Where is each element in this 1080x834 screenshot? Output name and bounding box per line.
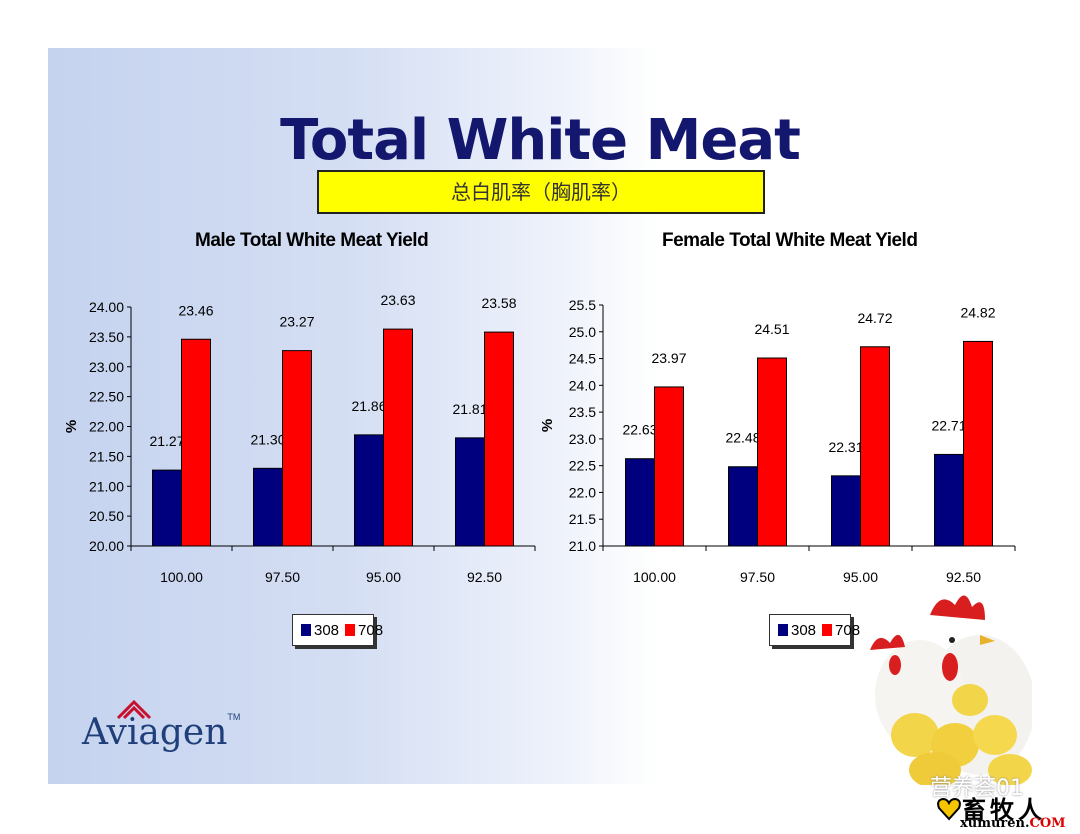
male-data-label-308: 21.81 <box>452 401 487 417</box>
male-y-axis-label: % <box>63 420 80 433</box>
female-data-label-308: 22.63 <box>622 422 657 438</box>
male-bar-708 <box>181 338 211 547</box>
male-y-tick-label: 22.00 <box>89 419 124 435</box>
legend-label-708: 708 <box>358 621 384 639</box>
female-y-tick-label: 24.0 <box>569 377 596 393</box>
aviagen-logo-mark <box>116 699 152 720</box>
legend-item-308: 308 <box>301 622 339 639</box>
female-x-tick-label: 92.50 <box>946 569 981 585</box>
female-y-tick-label: 23.0 <box>569 431 596 447</box>
male-data-label-708: 23.63 <box>380 292 415 308</box>
female-bar-308 <box>831 475 861 547</box>
male-bar-708 <box>383 328 413 547</box>
watermark-site-name: 畜牧人 <box>962 795 1046 824</box>
male-bar-308 <box>152 469 182 547</box>
female-data-label-708: 24.51 <box>754 321 789 337</box>
female-data-label-308: 22.48 <box>725 430 760 446</box>
watermark-url-suffix: COM <box>1029 816 1066 831</box>
male-data-label-308: 21.30 <box>250 431 285 447</box>
legend-label-708: 708 <box>835 621 861 639</box>
male-bar-308 <box>354 434 384 547</box>
male-chart-title: Male Total White Meat Yield <box>195 230 429 251</box>
slide-subtitle: 总白肌率（胸肌率） <box>317 170 765 214</box>
male-data-label-308: 21.86 <box>351 398 386 414</box>
male-data-label-308: 21.27 <box>149 433 184 449</box>
legend-swatch-308 <box>778 624 788 636</box>
female-bar-708 <box>860 346 890 547</box>
chickens-image <box>870 595 1032 785</box>
male-x-tick-label: 92.50 <box>467 569 502 585</box>
female-x-tick-label: 97.50 <box>740 569 775 585</box>
female-y-tick-label: 21.0 <box>569 538 596 554</box>
legend-label-308: 308 <box>314 621 340 639</box>
female-y-tick-label: 21.5 <box>569 511 596 527</box>
female-y-tick-label: 23.5 <box>569 404 596 420</box>
female-bar-308 <box>625 458 655 547</box>
watermark-url-main: xumuren. <box>960 816 1030 831</box>
legend-item-708: 708 <box>345 622 383 639</box>
male-y-tick-label: 23.50 <box>89 329 124 345</box>
male-y-tick-label: 23.00 <box>89 359 124 375</box>
female-data-label-708: 24.72 <box>857 310 892 326</box>
female-data-label-708: 23.97 <box>651 350 686 366</box>
female-y-tick-label: 24.5 <box>569 351 596 367</box>
heart-logo-icon <box>937 797 961 821</box>
watermark-url: xumuren.COM <box>960 816 1066 831</box>
male-legend: 308 708 <box>292 614 383 646</box>
female-y-tick-label: 22.0 <box>569 484 596 500</box>
female-bar-308 <box>728 466 758 547</box>
aviagen-logo: AviagenTM <box>82 699 241 753</box>
female-x-tick-label: 95.00 <box>843 569 878 585</box>
male-y-tick-label: 22.50 <box>89 389 124 405</box>
male-bar-308 <box>253 467 283 547</box>
male-y-tick-label: 24.00 <box>89 299 124 315</box>
male-data-label-708: 23.27 <box>279 314 314 330</box>
female-y-tick-label: 25.5 <box>569 297 596 313</box>
male-y-tick-label: 20.50 <box>89 508 124 524</box>
female-x-tick-label: 100.00 <box>633 569 676 585</box>
legend-swatch-308 <box>301 624 311 636</box>
female-data-label-308: 22.71 <box>931 417 966 433</box>
female-bar-308 <box>934 453 964 547</box>
female-y-tick-label: 25.0 <box>569 324 596 340</box>
male-y-tick-label: 20.00 <box>89 538 124 554</box>
female-y-tick-label: 22.5 <box>569 458 596 474</box>
watermark-account: 营养荟01 <box>930 776 1024 801</box>
legend-label-308: 308 <box>791 621 817 639</box>
female-bar-708 <box>654 386 684 547</box>
legend-item-308: 308 <box>778 622 816 639</box>
slide-title: Total White Meat <box>280 108 801 173</box>
aviagen-logo-text: Aviagen <box>82 712 228 753</box>
male-x-tick-label: 95.00 <box>366 569 401 585</box>
female-bar-708 <box>963 340 993 547</box>
male-bar-708 <box>484 331 514 547</box>
legend-swatch-708 <box>345 624 356 636</box>
male-bar-708 <box>282 350 312 547</box>
female-bar-708 <box>757 357 787 547</box>
legend-item-708: 708 <box>822 622 860 639</box>
female-data-label-708: 24.82 <box>960 304 995 320</box>
aviagen-logo-tm: TM <box>227 712 241 722</box>
female-legend: 308 708 <box>769 614 860 646</box>
female-chart-title: Female Total White Meat Yield <box>662 230 918 251</box>
female-y-axis-label: % <box>539 419 556 432</box>
male-y-tick-label: 21.50 <box>89 448 124 464</box>
male-x-tick-label: 97.50 <box>265 569 300 585</box>
male-data-label-708: 23.58 <box>481 295 516 311</box>
legend-swatch-708 <box>822 624 833 636</box>
male-data-label-708: 23.46 <box>178 302 213 318</box>
male-x-tick-label: 100.00 <box>160 569 203 585</box>
female-data-label-308: 22.31 <box>828 439 863 455</box>
male-y-tick-label: 21.00 <box>89 478 124 494</box>
male-bar-308 <box>455 437 485 547</box>
